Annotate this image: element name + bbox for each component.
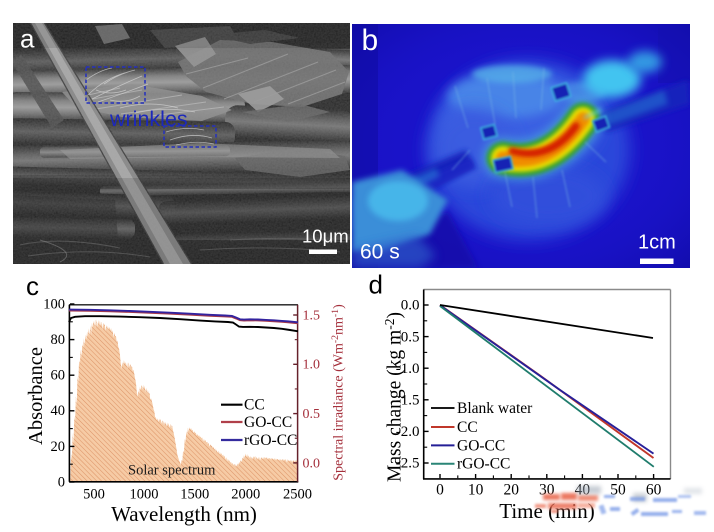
svg-text:0.0: 0.0 [303,456,321,471]
svg-text:a: a [20,24,35,54]
svg-text:CC: CC [244,397,265,414]
svg-text:40: 40 [51,403,66,419]
svg-text:GO-CC: GO-CC [457,437,505,454]
svg-text:1000: 1000 [130,487,159,503]
svg-text:-2.0: -2.0 [396,424,420,440]
svg-text:c: c [26,271,39,301]
svg-text:d: d [369,270,383,300]
svg-text:1cm: 1cm [638,232,676,254]
svg-text:wrinkles: wrinkles [109,107,188,131]
svg-text:-1.0: -1.0 [396,361,420,377]
svg-text:10μm: 10μm [302,226,349,247]
svg-text:0: 0 [436,482,444,499]
svg-text:50: 50 [610,482,626,499]
svg-text:0.5: 0.5 [303,407,321,422]
svg-text:Solar spectrum: Solar spectrum [128,463,216,479]
svg-text:rGO-CC: rGO-CC [457,456,510,473]
svg-text:80: 80 [51,332,66,348]
svg-text:1.5: 1.5 [303,308,321,323]
svg-text:Blank water: Blank water [457,400,533,417]
svg-text:-0.5: -0.5 [396,329,420,345]
svg-text:500: 500 [83,487,105,503]
svg-text:60: 60 [51,368,66,384]
svg-text:0.0: 0.0 [401,298,420,314]
svg-text:Absorbance: Absorbance [25,347,47,445]
svg-text:b: b [362,24,379,57]
svg-text:GO-CC: GO-CC [244,414,292,431]
svg-text:20: 20 [51,439,66,455]
svg-text:60: 60 [646,482,662,499]
svg-text:Mass change (kg m-2): Mass change (kg m-2) [382,312,406,482]
svg-text:1500: 1500 [180,487,209,503]
svg-text:CC: CC [457,419,478,436]
svg-text:0: 0 [58,474,65,490]
svg-text:20: 20 [503,482,519,499]
svg-text:-2.5: -2.5 [396,456,420,472]
svg-text:2000: 2000 [231,487,260,503]
svg-text:2500: 2500 [283,487,312,503]
svg-text:rGO-CC: rGO-CC [244,432,297,449]
svg-text:100: 100 [43,296,65,312]
svg-text:-1.5: -1.5 [396,393,420,409]
svg-text:1.0: 1.0 [303,358,321,373]
svg-text:10: 10 [468,482,484,499]
svg-text:Spectral irradiance (Wm-2nm-1): Spectral irradiance (Wm-2nm-1) [330,304,347,481]
svg-text:60 s: 60 s [360,241,400,264]
svg-text:Wavelength (nm): Wavelength (nm) [111,502,257,526]
